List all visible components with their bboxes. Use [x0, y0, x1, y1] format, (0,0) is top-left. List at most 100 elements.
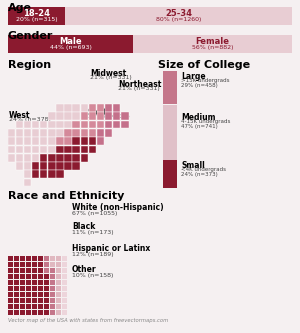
- Bar: [56, 112, 64, 120]
- Bar: [97, 112, 104, 120]
- Bar: [40, 154, 47, 162]
- Text: <4K undergrads: <4K undergrads: [181, 167, 226, 172]
- Bar: [24, 179, 31, 186]
- Bar: [40, 146, 47, 153]
- Bar: [48, 170, 56, 178]
- Bar: [89, 121, 96, 128]
- Bar: [26, 262, 31, 267]
- Bar: [62, 268, 67, 273]
- Bar: [14, 256, 19, 261]
- Bar: [24, 170, 31, 178]
- Bar: [44, 280, 49, 285]
- Bar: [48, 137, 56, 145]
- Bar: [20, 292, 25, 297]
- Bar: [26, 256, 31, 261]
- Bar: [50, 292, 55, 297]
- Text: Small: Small: [181, 161, 205, 170]
- Bar: [97, 137, 104, 145]
- Bar: [64, 137, 72, 145]
- Bar: [65, 7, 292, 25]
- Text: Female: Female: [196, 37, 230, 46]
- Bar: [26, 280, 31, 285]
- Bar: [32, 280, 37, 285]
- Bar: [32, 146, 39, 153]
- Bar: [20, 262, 25, 267]
- Bar: [62, 256, 67, 261]
- Text: Region: Region: [8, 60, 51, 70]
- Bar: [38, 256, 43, 261]
- Bar: [50, 304, 55, 309]
- Bar: [8, 7, 65, 25]
- Bar: [38, 286, 43, 291]
- Bar: [26, 274, 31, 279]
- Bar: [32, 262, 37, 267]
- Bar: [38, 262, 43, 267]
- Bar: [64, 104, 72, 112]
- Bar: [26, 304, 31, 309]
- Bar: [8, 298, 13, 303]
- Bar: [81, 112, 88, 120]
- Bar: [50, 298, 55, 303]
- Bar: [81, 121, 88, 128]
- Bar: [20, 268, 25, 273]
- Bar: [72, 146, 80, 153]
- Bar: [81, 146, 88, 153]
- Text: Midwest: Midwest: [90, 69, 126, 78]
- Bar: [8, 35, 133, 53]
- Text: Medium: Medium: [181, 113, 215, 122]
- Bar: [8, 129, 15, 137]
- Bar: [50, 310, 55, 315]
- Bar: [44, 286, 49, 291]
- Bar: [14, 274, 19, 279]
- Bar: [72, 154, 80, 162]
- Bar: [72, 121, 80, 128]
- Bar: [14, 286, 19, 291]
- Bar: [56, 256, 61, 261]
- Text: 29% (n=458): 29% (n=458): [181, 83, 218, 88]
- Bar: [32, 268, 37, 273]
- Bar: [8, 292, 13, 297]
- Bar: [20, 310, 25, 315]
- Text: Age: Age: [8, 3, 32, 13]
- Text: 11% (n=173): 11% (n=173): [72, 230, 114, 235]
- Text: 80% (n=1260): 80% (n=1260): [156, 17, 201, 22]
- Bar: [56, 137, 64, 145]
- Bar: [48, 154, 56, 162]
- Bar: [113, 112, 121, 120]
- Bar: [97, 129, 104, 137]
- Bar: [24, 129, 31, 137]
- Bar: [44, 268, 49, 273]
- Bar: [56, 154, 64, 162]
- Bar: [8, 280, 13, 285]
- Bar: [56, 121, 64, 128]
- Bar: [40, 121, 47, 128]
- Bar: [64, 154, 72, 162]
- Bar: [44, 274, 49, 279]
- Bar: [38, 304, 43, 309]
- Bar: [44, 256, 49, 261]
- Bar: [50, 274, 55, 279]
- Bar: [14, 262, 19, 267]
- Bar: [62, 310, 67, 315]
- Bar: [56, 280, 61, 285]
- Bar: [56, 162, 64, 170]
- Bar: [89, 104, 96, 112]
- Bar: [64, 121, 72, 128]
- Bar: [20, 286, 25, 291]
- Bar: [32, 256, 37, 261]
- Bar: [64, 112, 72, 120]
- Bar: [16, 137, 23, 145]
- Text: 12% (n=189): 12% (n=189): [72, 252, 114, 257]
- Bar: [89, 112, 96, 120]
- Bar: [38, 298, 43, 303]
- Text: 10% (n=158): 10% (n=158): [72, 273, 113, 278]
- Bar: [8, 154, 15, 162]
- Bar: [56, 274, 61, 279]
- Bar: [26, 286, 31, 291]
- Bar: [50, 256, 55, 261]
- Bar: [14, 280, 19, 285]
- Bar: [163, 160, 177, 188]
- Bar: [26, 292, 31, 297]
- Text: 67% (n=1055): 67% (n=1055): [72, 211, 117, 216]
- Text: Large: Large: [181, 72, 206, 81]
